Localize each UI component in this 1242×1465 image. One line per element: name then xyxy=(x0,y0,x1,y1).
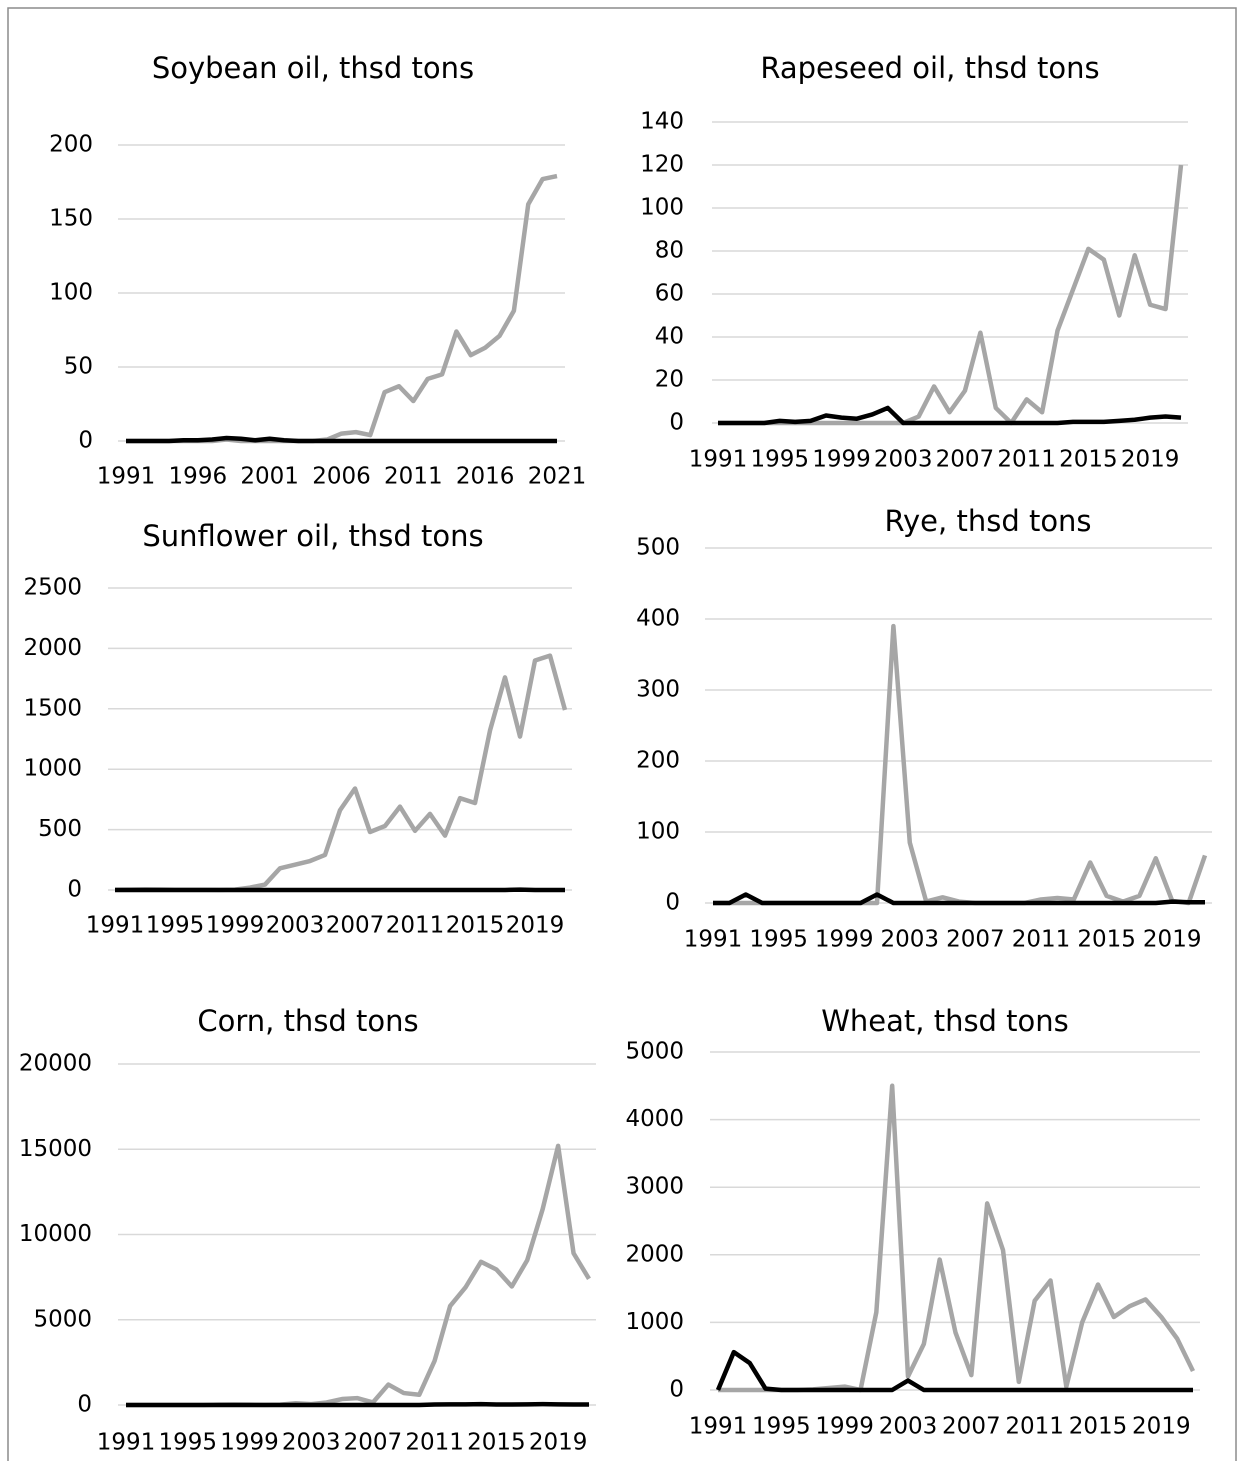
x-tick-label: 1995 xyxy=(158,1430,217,1456)
chart-title: Rye, thsd tons xyxy=(884,504,1091,538)
y-tick-label: 400 xyxy=(636,606,680,632)
y-tick-label: 100 xyxy=(640,195,684,221)
x-tick-label: 2003 xyxy=(266,913,325,939)
x-tick-label: 2003 xyxy=(874,447,933,473)
x-tick-label: 2006 xyxy=(312,464,371,490)
y-tick-label: 15000 xyxy=(19,1136,92,1162)
y-tick-label: 0 xyxy=(67,877,82,903)
y-tick-label: 0 xyxy=(78,428,93,454)
y-tick-label: 2500 xyxy=(23,575,82,601)
y-tick-label: 50 xyxy=(64,354,93,380)
y-tick-label: 5000 xyxy=(33,1306,92,1332)
y-tick-label: 2000 xyxy=(625,1241,684,1267)
x-tick-label: 2015 xyxy=(446,913,505,939)
y-tick-label: 2000 xyxy=(23,635,82,661)
x-tick-label: 2019 xyxy=(1121,447,1180,473)
data-line xyxy=(126,1404,589,1405)
y-tick-label: 20000 xyxy=(19,1051,92,1077)
data-line xyxy=(115,656,565,890)
y-tick-label: 80 xyxy=(655,238,684,264)
y-tick-label: 200 xyxy=(49,132,93,158)
x-tick-label: 1999 xyxy=(812,447,871,473)
y-tick-label: 5000 xyxy=(625,1039,684,1065)
data-line xyxy=(126,176,557,441)
y-tick-label: 500 xyxy=(636,535,680,561)
chart-title: Corn, thsd tons xyxy=(197,1004,418,1038)
x-tick-label: 2021 xyxy=(528,464,587,490)
x-tick-label: 1999 xyxy=(206,913,265,939)
x-tick-label: 2007 xyxy=(344,1430,403,1456)
x-tick-label: 2015 xyxy=(1069,1414,1128,1440)
y-tick-label: 10000 xyxy=(19,1221,92,1247)
x-tick-label: 2019 xyxy=(529,1430,588,1456)
x-tick-label: 1995 xyxy=(750,447,809,473)
x-tick-label: 2015 xyxy=(1059,447,1118,473)
y-tick-label: 1500 xyxy=(23,695,82,721)
data-line xyxy=(126,438,557,441)
y-tick-label: 0 xyxy=(77,1392,92,1418)
x-tick-label: 1995 xyxy=(749,927,808,953)
frame xyxy=(8,8,1236,1461)
x-tick-label: 2015 xyxy=(467,1430,526,1456)
x-tick-label: 1995 xyxy=(752,1414,811,1440)
x-tick-label: 1991 xyxy=(684,927,743,953)
y-tick-label: 100 xyxy=(636,819,680,845)
y-tick-label: 0 xyxy=(669,1377,684,1403)
chart-title: Sunflower oil, thsd tons xyxy=(142,519,483,553)
x-tick-label: 2011 xyxy=(997,447,1056,473)
data-line xyxy=(718,1086,1193,1390)
y-tick-label: 300 xyxy=(636,677,680,703)
chart-title: Soybean oil, thsd tons xyxy=(152,51,474,85)
x-tick-label: 1996 xyxy=(169,464,228,490)
y-tick-label: 1000 xyxy=(625,1309,684,1335)
x-tick-label: 2007 xyxy=(942,1414,1001,1440)
y-tick-label: 3000 xyxy=(625,1174,684,1200)
x-tick-label: 2003 xyxy=(282,1430,341,1456)
x-tick-label: 2019 xyxy=(506,913,565,939)
y-tick-label: 500 xyxy=(38,816,82,842)
x-tick-label: 2016 xyxy=(456,464,515,490)
y-tick-label: 150 xyxy=(49,206,93,232)
x-tick-label: 2011 xyxy=(384,464,443,490)
y-tick-label: 40 xyxy=(655,324,684,350)
x-tick-label: 2011 xyxy=(386,913,445,939)
x-tick-label: 2007 xyxy=(326,913,385,939)
y-tick-label: 140 xyxy=(640,109,684,135)
data-line xyxy=(126,1146,589,1405)
x-tick-label: 1999 xyxy=(220,1430,279,1456)
x-tick-label: 2011 xyxy=(405,1430,464,1456)
x-tick-label: 2007 xyxy=(936,447,995,473)
chart-title: Rapeseed oil, thsd tons xyxy=(760,51,1099,85)
y-tick-label: 100 xyxy=(49,280,93,306)
x-tick-label: 2019 xyxy=(1132,1414,1191,1440)
y-tick-label: 200 xyxy=(636,748,680,774)
x-tick-label: 1991 xyxy=(689,447,748,473)
data-line xyxy=(713,626,1205,903)
y-tick-label: 0 xyxy=(665,890,680,916)
x-tick-label: 2011 xyxy=(1012,927,1071,953)
x-tick-label: 2015 xyxy=(1077,927,1136,953)
x-tick-label: 2011 xyxy=(1005,1414,1064,1440)
x-tick-label: 2007 xyxy=(946,927,1005,953)
chart-title: Wheat, thsd tons xyxy=(821,1004,1069,1038)
data-line xyxy=(718,1352,1193,1390)
x-tick-label: 2003 xyxy=(879,1414,938,1440)
y-tick-label: 60 xyxy=(655,281,684,307)
y-tick-label: 120 xyxy=(640,152,684,178)
x-tick-label: 1991 xyxy=(689,1414,748,1440)
y-tick-label: 1000 xyxy=(23,756,82,782)
x-tick-label: 1999 xyxy=(815,1414,874,1440)
x-tick-label: 2001 xyxy=(240,464,299,490)
y-tick-label: 4000 xyxy=(625,1106,684,1132)
x-tick-label: 1995 xyxy=(146,913,205,939)
x-tick-label: 2019 xyxy=(1143,927,1202,953)
x-tick-label: 2003 xyxy=(881,927,940,953)
x-tick-label: 1999 xyxy=(815,927,874,953)
x-tick-label: 1991 xyxy=(97,1430,156,1456)
x-tick-label: 1991 xyxy=(97,464,156,490)
y-tick-label: 0 xyxy=(669,410,684,436)
y-tick-label: 20 xyxy=(655,367,684,393)
x-tick-label: 1991 xyxy=(86,913,145,939)
